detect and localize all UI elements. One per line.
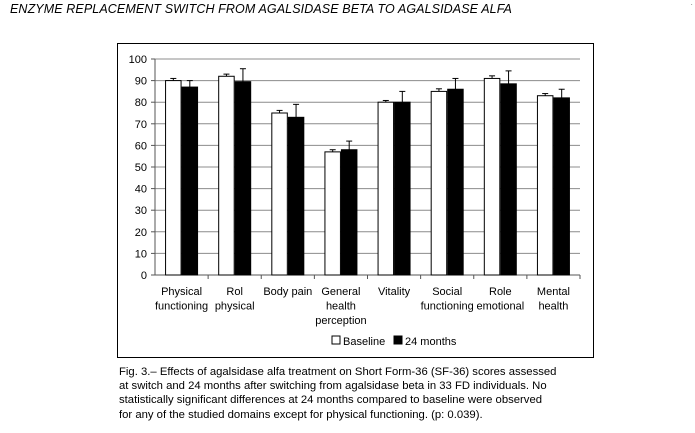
y-tick-label: 0: [141, 270, 147, 282]
bar-24-months: [287, 116, 305, 276]
category-label: Mental: [537, 286, 570, 298]
category-label: health: [538, 301, 568, 313]
y-tick-label: 40: [135, 184, 147, 196]
category-label: Body pain: [263, 286, 312, 298]
category-label: Social: [432, 286, 462, 298]
category-label: General: [321, 286, 360, 298]
legend-label: 24 months: [405, 336, 457, 348]
bar-baseline: [430, 90, 448, 276]
y-tick-label: 100: [129, 54, 147, 66]
category-label: emotional: [476, 301, 524, 313]
bar-baseline: [324, 151, 341, 276]
category-label: Physical: [161, 286, 202, 298]
corner-mark: ·: [690, 0, 693, 9]
y-tick-label: 30: [135, 205, 147, 217]
bar-chart: 0 10 20 30 40 50 60 70 80 90 100 Physical functionin…: [129, 54, 581, 348]
bar-24-months: [234, 81, 252, 276]
running-title: ENZYME REPLACEMENT SWITCH FROM AGALSIDAS…: [10, 2, 512, 16]
bar-24-months: [553, 97, 570, 276]
y-tick-label: 90: [135, 76, 147, 88]
y-tick-label: 50: [135, 162, 147, 174]
figure-caption: Fig. 3.– Effects of agalsidase alfa trea…: [119, 366, 557, 421]
category-label: Vitality: [378, 286, 411, 298]
legend-swatch-24-months: [393, 335, 403, 345]
y-tick-label: 20: [135, 227, 147, 239]
bar-24-months: [340, 149, 358, 276]
category-label: Role: [489, 286, 512, 298]
category-label: Rol: [226, 286, 243, 298]
y-tick-label: 60: [135, 140, 147, 152]
category-label: perception: [315, 315, 366, 327]
bar-baseline: [483, 77, 501, 276]
category-label: health: [326, 301, 356, 313]
bar-baseline: [218, 75, 235, 276]
category-label: functioning: [421, 301, 474, 313]
legend-swatch-baseline: [331, 335, 341, 345]
bar-baseline: [377, 101, 395, 276]
bar-24-months: [500, 83, 517, 276]
legend-label: Baseline: [343, 336, 385, 348]
bar-baseline: [165, 80, 182, 276]
y-tick-label: 10: [135, 248, 147, 260]
y-tick-label: 70: [135, 119, 147, 131]
bar-24-months: [394, 101, 411, 276]
chart-frame: [117, 43, 594, 358]
bar-24-months: [447, 88, 464, 276]
category-label: physical: [215, 301, 255, 313]
bar-24-months: [181, 86, 199, 276]
bar-baseline: [536, 95, 554, 276]
bar-baseline: [271, 112, 288, 276]
category-label: functioning: [155, 301, 208, 313]
y-tick-label: 80: [135, 97, 147, 109]
